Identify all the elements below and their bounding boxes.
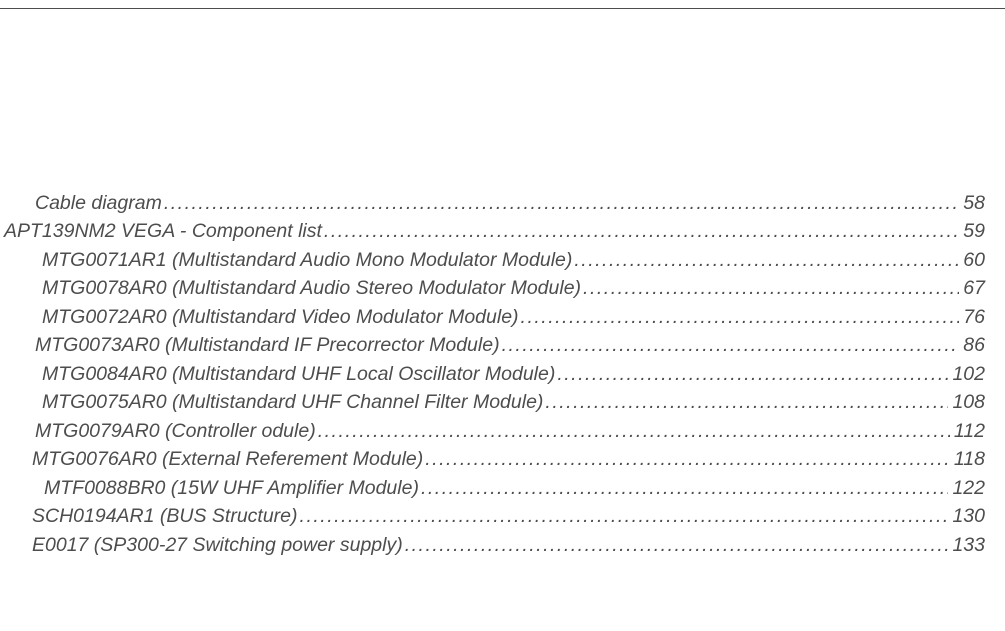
toc-leader [519, 304, 960, 331]
toc-page: 122 [948, 475, 985, 502]
top-horizontal-rule [0, 8, 1005, 9]
toc-entry: Cable diagram 58 [0, 190, 985, 217]
toc-leader [555, 361, 948, 388]
toc-page: 130 [948, 503, 985, 530]
toc-title: MTG0071AR1 (Multistandard Audio Mono Mod… [42, 247, 572, 274]
toc-page: 60 [959, 247, 985, 274]
toc-entry: MTG0071AR1 (Multistandard Audio Mono Mod… [0, 247, 985, 274]
toc-title: MTG0076AR0 (External Referement Module) [32, 446, 423, 473]
toc-leader [500, 332, 960, 359]
toc-title: SCH0194AR1 (BUS Structure) [32, 503, 298, 530]
toc-title: MTG0075AR0 (Multistandard UHF Channel Fi… [42, 389, 543, 416]
toc-title: MTG0084AR0 (Multistandard UHF Local Osci… [42, 361, 555, 388]
toc-page: 67 [959, 275, 985, 302]
toc-page: 108 [948, 389, 985, 416]
toc-leader [162, 190, 959, 217]
toc-title: APT139NM2 VEGA - Component list [4, 218, 322, 245]
toc-page: 58 [959, 190, 985, 217]
toc-entry: MTF0088BR0 (15W UHF Amplifier Module) 12… [0, 475, 985, 502]
toc-title: Cable diagram [35, 190, 162, 217]
toc-entry: MTG0084AR0 (Multistandard UHF Local Osci… [0, 361, 985, 388]
toc-title: MTG0072AR0 (Multistandard Video Modulato… [42, 304, 519, 331]
toc-leader [403, 532, 949, 559]
toc-entry: SCH0194AR1 (BUS Structure) 130 [0, 503, 985, 530]
toc-page: 76 [959, 304, 985, 331]
toc-page: 118 [950, 446, 985, 473]
toc-page: 102 [948, 361, 985, 388]
toc-entry: MTG0075AR0 (Multistandard UHF Channel Fi… [0, 389, 985, 416]
toc-page: 59 [959, 218, 985, 245]
toc-entry: E0017 (SP300-27 Switching power supply) … [0, 532, 985, 559]
toc-title: MTG0078AR0 (Multistandard Audio Stereo M… [42, 275, 581, 302]
toc-entry: APT139NM2 VEGA - Component list 59 [0, 218, 985, 245]
toc-entry: MTG0078AR0 (Multistandard Audio Stereo M… [0, 275, 985, 302]
toc-entry: MTG0076AR0 (External Referement Module) … [0, 446, 985, 473]
toc-title: MTG0079AR0 (Controller odule) [35, 418, 316, 445]
toc-page: 86 [959, 332, 985, 359]
toc-title: MTF0088BR0 (15W UHF Amplifier Module) [44, 475, 419, 502]
toc-title: E0017 (SP300-27 Switching power supply) [32, 532, 403, 559]
toc-title: MTG0073AR0 (Multistandard IF Precorrecto… [35, 332, 500, 359]
toc-leader [419, 475, 949, 502]
toc-leader [572, 247, 959, 274]
toc-leader [423, 446, 950, 473]
toc-entry: MTG0079AR0 (Controller odule) 112 [0, 418, 985, 445]
toc-leader [543, 389, 948, 416]
toc-entry: MTG0072AR0 (Multistandard Video Modulato… [0, 304, 985, 331]
toc-page: 112 [950, 418, 985, 445]
toc-page: 133 [948, 532, 985, 559]
toc-entry: MTG0073AR0 (Multistandard IF Precorrecto… [0, 332, 985, 359]
toc-leader [322, 218, 959, 245]
table-of-contents: Cable diagram 58 APT139NM2 VEGA - Compon… [0, 190, 1005, 560]
toc-leader [298, 503, 949, 530]
toc-leader [581, 275, 959, 302]
toc-leader [316, 418, 950, 445]
